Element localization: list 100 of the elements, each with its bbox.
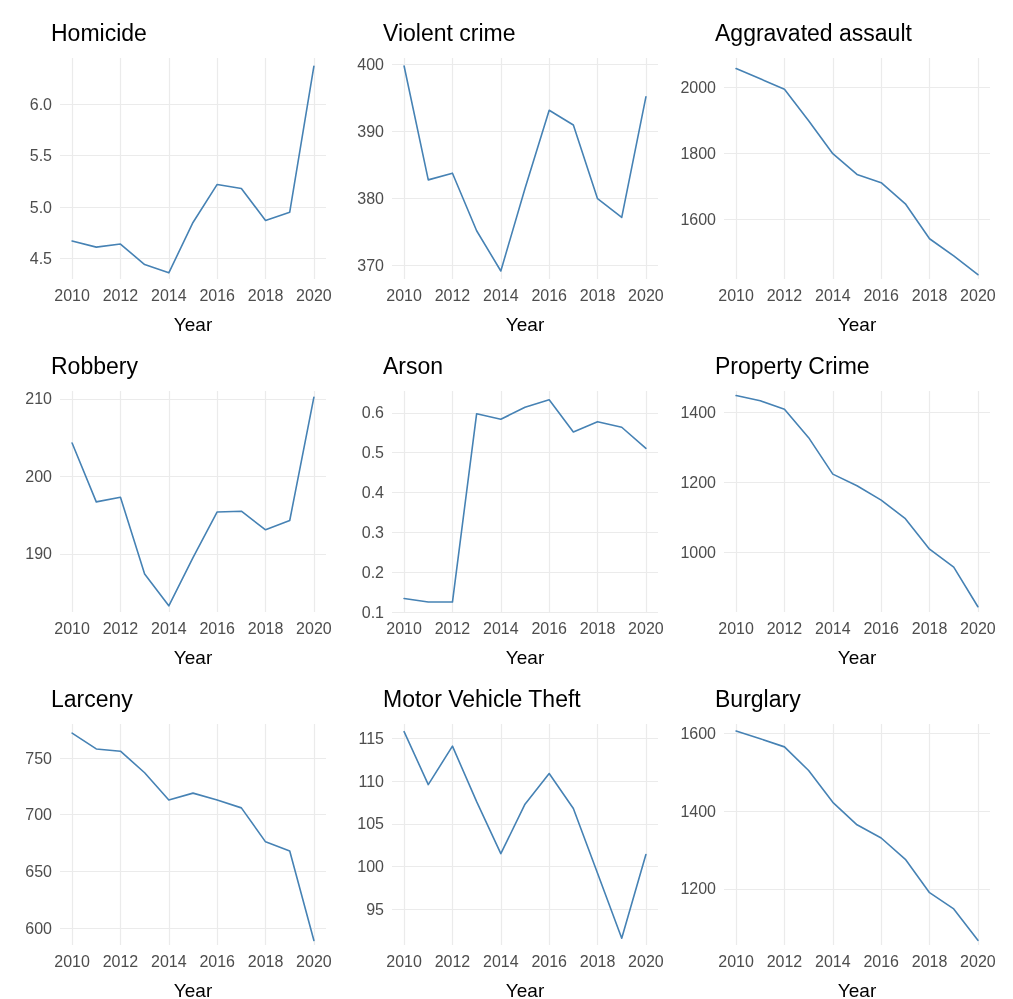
y-tick-label: 600 bbox=[25, 919, 53, 937]
chart-title: Homicide bbox=[51, 19, 147, 46]
x-tick-label: 2012 bbox=[102, 952, 139, 970]
x-tick-label: 2012 bbox=[766, 286, 803, 304]
x-axis-title: Year bbox=[837, 314, 877, 335]
x-tick-label: 2016 bbox=[199, 286, 236, 304]
x-tick-label: 2014 bbox=[815, 952, 851, 970]
x-tick-label: 2016 bbox=[531, 286, 568, 304]
y-tick-label: 0.3 bbox=[361, 523, 385, 541]
x-tick-label: 2018 bbox=[579, 619, 616, 637]
x-axis-title: Year bbox=[173, 647, 213, 668]
line-series bbox=[403, 730, 647, 939]
y-tick-label: 200 bbox=[25, 467, 53, 485]
x-tick-label: 2016 bbox=[199, 619, 236, 637]
x-tick-label: 2010 bbox=[54, 952, 90, 970]
y-tick-label: 1400 bbox=[680, 403, 717, 421]
x-tick-label: 2010 bbox=[386, 952, 422, 970]
line-series bbox=[735, 67, 979, 276]
x-tick-label: 2010 bbox=[54, 286, 90, 304]
chart-title: Burglary bbox=[715, 685, 802, 712]
x-tick-label: 2010 bbox=[718, 286, 754, 304]
x-tick-label: 2020 bbox=[296, 286, 332, 304]
x-tick-label: 2016 bbox=[863, 952, 900, 970]
y-tick-label: 4.5 bbox=[29, 249, 53, 267]
y-tick-label: 5.5 bbox=[29, 147, 53, 165]
y-tick-label: 0.2 bbox=[361, 563, 385, 581]
y-tick-label: 380 bbox=[357, 190, 385, 208]
chart-title: Aggravated assault bbox=[715, 19, 913, 46]
x-axis-title: Year bbox=[505, 980, 545, 999]
x-tick-label: 2014 bbox=[483, 952, 519, 970]
x-axis-title: Year bbox=[837, 647, 877, 668]
chart-title: Property Crime bbox=[715, 352, 870, 379]
y-tick-label: 0.5 bbox=[361, 444, 385, 462]
x-tick-label: 2012 bbox=[766, 952, 803, 970]
chart-title: Arson bbox=[383, 352, 444, 379]
x-tick-label: 2010 bbox=[718, 619, 754, 637]
y-tick-label: 0.4 bbox=[361, 484, 385, 502]
y-tick-label: 100 bbox=[357, 858, 385, 875]
y-tick-label: 650 bbox=[25, 862, 53, 880]
y-tick-label: 1200 bbox=[680, 473, 717, 491]
x-tick-label: 2014 bbox=[151, 286, 187, 304]
line-series bbox=[403, 65, 647, 272]
x-axis-title: Year bbox=[173, 314, 213, 335]
x-tick-label: 2010 bbox=[718, 952, 754, 970]
x-tick-label: 2020 bbox=[628, 619, 664, 637]
y-tick-label: 1400 bbox=[680, 802, 717, 820]
x-tick-label: 2016 bbox=[863, 619, 900, 637]
y-tick-label: 0.6 bbox=[361, 404, 385, 422]
y-tick-label: 750 bbox=[25, 749, 53, 767]
chart-title: Motor Vehicle Theft bbox=[383, 685, 582, 712]
x-tick-label: 2018 bbox=[911, 286, 948, 304]
x-tick-label: 2020 bbox=[960, 619, 996, 637]
y-tick-label: 105 bbox=[357, 815, 385, 833]
x-tick-label: 2014 bbox=[483, 286, 519, 304]
y-tick-label: 115 bbox=[358, 730, 385, 748]
x-tick-label: 2016 bbox=[531, 619, 568, 637]
y-tick-label: 210 bbox=[25, 390, 53, 408]
y-tick-label: 390 bbox=[357, 123, 385, 141]
x-tick-label: 2012 bbox=[434, 286, 471, 304]
x-tick-label: 2018 bbox=[911, 619, 948, 637]
x-tick-label: 2018 bbox=[911, 952, 948, 970]
x-tick-label: 2016 bbox=[199, 952, 236, 970]
x-axis-title: Year bbox=[173, 980, 213, 999]
x-tick-label: 2020 bbox=[296, 619, 332, 637]
x-tick-label: 2018 bbox=[247, 952, 284, 970]
x-tick-label: 2010 bbox=[386, 286, 422, 304]
x-tick-label: 2016 bbox=[531, 952, 568, 970]
y-tick-label: 6.0 bbox=[29, 95, 53, 113]
line-series bbox=[71, 732, 315, 942]
y-tick-label: 1200 bbox=[680, 880, 717, 898]
y-tick-label: 2000 bbox=[680, 79, 717, 97]
x-tick-label: 2014 bbox=[815, 286, 851, 304]
x-tick-label: 2012 bbox=[102, 619, 139, 637]
y-tick-label: 95 bbox=[366, 900, 385, 918]
line-series bbox=[71, 396, 315, 607]
chart-title: Violent crime bbox=[383, 19, 516, 46]
x-axis-title: Year bbox=[837, 980, 877, 999]
x-tick-label: 2020 bbox=[628, 286, 664, 304]
y-tick-label: 0.1 bbox=[361, 603, 385, 621]
y-tick-label: 400 bbox=[357, 56, 385, 74]
x-tick-label: 2020 bbox=[628, 952, 664, 970]
chart-title: Larceny bbox=[51, 685, 134, 712]
y-tick-label: 1600 bbox=[680, 211, 717, 229]
line-series bbox=[735, 730, 979, 942]
y-tick-label: 700 bbox=[25, 806, 53, 824]
x-tick-label: 2020 bbox=[960, 952, 996, 970]
x-tick-label: 2012 bbox=[434, 952, 471, 970]
x-tick-label: 2020 bbox=[296, 952, 332, 970]
x-tick-label: 2010 bbox=[54, 619, 90, 637]
x-axis-title: Year bbox=[505, 647, 545, 668]
x-tick-label: 2018 bbox=[579, 286, 616, 304]
line-series bbox=[403, 398, 647, 603]
y-tick-label: 1800 bbox=[680, 145, 717, 163]
x-tick-label: 2012 bbox=[102, 286, 139, 304]
x-tick-label: 2014 bbox=[151, 619, 187, 637]
y-tick-label: 190 bbox=[25, 545, 53, 563]
y-tick-label: 110 bbox=[358, 772, 385, 790]
y-tick-label: 1000 bbox=[680, 543, 717, 561]
x-tick-label: 2014 bbox=[151, 952, 187, 970]
x-tick-label: 2018 bbox=[579, 952, 616, 970]
